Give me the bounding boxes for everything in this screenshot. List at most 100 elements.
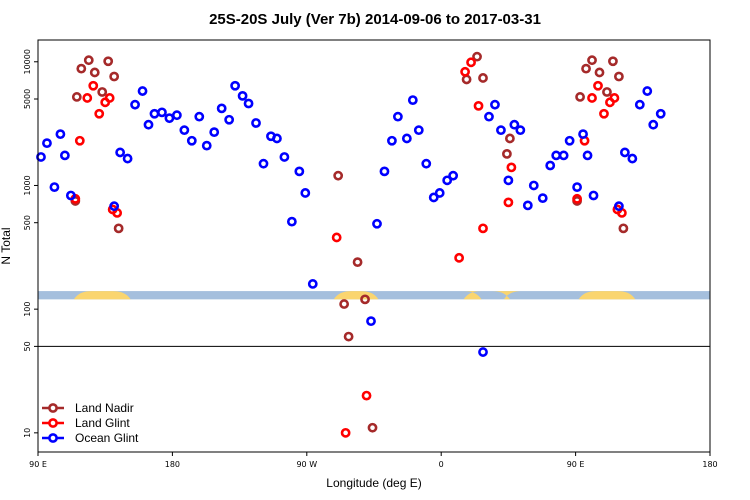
ocean-glint-point	[588, 190, 599, 201]
land-nadir-point	[339, 299, 350, 309]
ocean-glint-point	[36, 152, 46, 162]
land-glint-point	[609, 93, 620, 103]
legend-swatch-marker-land-glint	[48, 418, 58, 428]
ocean-glint-point	[545, 160, 556, 171]
ocean-glint-point	[537, 193, 548, 204]
land-nadir-point	[367, 422, 378, 433]
y-tick-label: 100	[23, 302, 32, 317]
legend-label-land-glint: Land Glint	[75, 416, 130, 430]
y-tick-label: 10	[23, 428, 32, 438]
ocean-glint-point	[243, 98, 254, 109]
land-nadir-point	[83, 55, 94, 66]
ocean-glint-point	[634, 99, 645, 110]
y-tick-label: 5000	[23, 89, 32, 109]
ocean-glint-point	[619, 147, 630, 158]
ocean-glint-point	[413, 125, 424, 136]
land-madagascar	[491, 291, 522, 300]
ocean-glint-point	[130, 99, 140, 110]
data-points	[36, 51, 666, 438]
ocean-glint-point	[648, 119, 659, 130]
ocean-glint-point	[209, 127, 220, 138]
ocean-glint-point	[55, 129, 66, 140]
ocean-glint-point	[294, 166, 305, 177]
ocean-glint-point	[392, 111, 403, 122]
ocean-glint-point	[572, 182, 582, 193]
land-glint-point	[466, 57, 476, 68]
land-nadir-point	[502, 148, 512, 159]
ocean-glint-point	[251, 118, 261, 128]
land-glint-point	[361, 390, 372, 401]
x-tick-label: 180	[165, 460, 180, 469]
ocean-glint-point	[478, 347, 488, 357]
ocean-glint-point	[503, 175, 514, 186]
ocean-glint-point	[558, 150, 569, 161]
ocean-glint-point	[448, 170, 459, 181]
legend-swatch-marker-ocean-glint	[48, 433, 58, 443]
ocean-glint-point	[564, 135, 575, 146]
ocean-glint-point	[115, 147, 126, 158]
ocean-glint-point	[515, 125, 526, 136]
ocean-glint-point	[496, 125, 506, 136]
ocean-glint-point	[65, 190, 76, 201]
ocean-glint-point	[614, 201, 624, 212]
y-tick-label: 10000	[23, 49, 32, 74]
x-tick-label: 90 W	[296, 460, 317, 469]
ocean-glint-point	[137, 86, 148, 96]
land-glint-point	[454, 252, 465, 263]
y-tick-label: 500	[23, 215, 32, 230]
land-nadir-point	[614, 71, 624, 82]
ocean-glint-point	[578, 129, 588, 140]
ocean-glint-point	[484, 111, 494, 122]
ocean-glint-point	[143, 119, 154, 130]
x-tick-label: 90 E	[567, 460, 585, 469]
ocean-glint-point	[201, 140, 212, 151]
land-glint-point	[82, 93, 93, 103]
ocean-glint-point	[442, 175, 453, 186]
plot-frame	[37, 39, 711, 453]
chart-title: 25S-20S July (Ver 7b) 2014-09-06 to 2017…	[209, 11, 541, 28]
land-nadir-point	[472, 51, 482, 62]
legend-swatch-marker-land-nadir	[48, 403, 58, 413]
y-axis-label: N Total	[0, 227, 13, 264]
ocean-glint-point	[286, 216, 297, 227]
land-nadir-point	[71, 92, 82, 102]
ocean-glint-point	[407, 95, 418, 105]
ocean-glint-point	[655, 108, 666, 119]
ocean-glint-point	[279, 152, 290, 162]
ocean-glint-point	[627, 153, 638, 164]
ocean-glint-point	[258, 158, 269, 169]
ocean-glint-point	[224, 114, 235, 125]
ocean-glint-point	[237, 90, 248, 101]
x-tick-label: 180	[702, 460, 717, 469]
land-glint-point	[331, 232, 342, 243]
y-tick-label: 1000	[23, 175, 32, 195]
land-glint-point	[74, 135, 85, 146]
ocean-glint-point	[300, 188, 311, 198]
land-nadir-point	[333, 170, 344, 181]
land-australia	[578, 291, 636, 300]
land-nadir-point	[478, 73, 488, 83]
land-nadir-point	[618, 223, 629, 234]
legend-label-land-nadir: Land Nadir	[75, 401, 134, 415]
land-nadir-point	[343, 331, 354, 342]
ocean-glint-point	[387, 135, 397, 146]
land-australia	[73, 291, 131, 300]
ocean-glint-point	[642, 86, 653, 96]
ocean-glint-point	[157, 107, 167, 118]
land-nadir-point	[587, 55, 597, 66]
ocean-glint-point	[216, 103, 227, 114]
land-nadir-point	[594, 67, 605, 78]
ocean-glint-point	[307, 279, 318, 289]
ocean-glint-point	[582, 150, 593, 161]
land-glint-point	[478, 223, 488, 234]
y-axis: 10 50 100 500 1000 5000 10000	[23, 49, 38, 438]
x-tick-label: 90 E	[29, 460, 47, 469]
land-nadir-point	[352, 257, 363, 268]
land-africa	[463, 291, 482, 300]
ocean-glint-point	[401, 133, 412, 144]
land-nadir-point	[109, 71, 120, 82]
ocean-glint-point	[421, 158, 432, 169]
ocean-glint-point	[272, 133, 282, 144]
land-glint-point	[593, 80, 603, 91]
ocean-glint-point	[434, 188, 445, 198]
